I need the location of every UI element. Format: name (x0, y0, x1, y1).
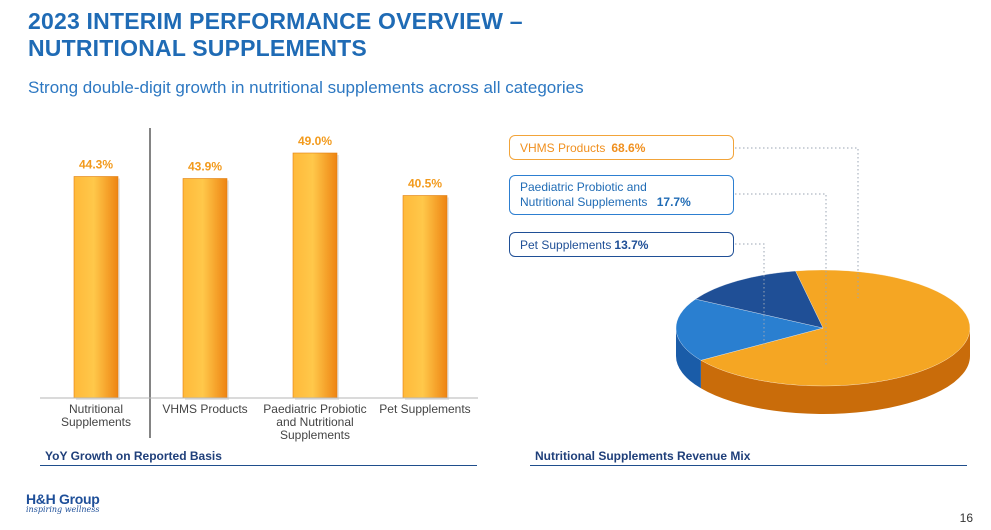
logo-text: H&H Group (26, 491, 100, 507)
title-line-2: NUTRITIONAL SUPPLEMENTS (28, 35, 367, 61)
leader-line-vhms (735, 147, 859, 298)
logo-tagline: inspiring wellness (26, 505, 100, 514)
bar-chart: 44.3% 43.9% 49.0% 40.5% Nutritional Supplemen… (40, 128, 478, 442)
page-number: 16 (959, 511, 973, 525)
callout-vhms-value: 68.6% (611, 140, 646, 155)
bar-2 (182, 178, 228, 399)
callout-vhms-label: VHMS Products (520, 140, 606, 155)
callout-pet-label: Pet Supplements (520, 237, 612, 252)
bar-value-label: 40.5% (408, 177, 442, 191)
bar-chart-caption-rule (40, 465, 477, 466)
pie-chart-caption-rule (530, 465, 967, 466)
bar-value-label: 44.3% (79, 158, 113, 172)
bar-3 (292, 152, 338, 399)
page-subtitle: Strong double-digit growth in nutritiona… (28, 78, 584, 97)
callout-pet-value: 13.7% (614, 237, 649, 252)
pie-chart (675, 147, 971, 414)
title-line-1: 2023 INTERIM PERFORMANCE OVERVIEW – (28, 8, 523, 34)
callout-paediatric-label-1: Paediatric Probiotic and (520, 180, 647, 194)
bar-4 (402, 195, 448, 399)
callout-paediatric-label-2: Nutritional Supplements (520, 195, 648, 209)
bar-value-label: 43.9% (188, 160, 222, 174)
bar-value-label: 49.0% (298, 134, 332, 148)
callout-pet: Pet Supplements 13.7% (509, 232, 734, 257)
x-tick-label: VHMS Products (162, 402, 247, 416)
pie-slice-1 (700, 269, 971, 387)
pie-chart-caption: Nutritional Supplements Revenue Mix (535, 449, 751, 463)
page-title: 2023 INTERIM PERFORMANCE OVERVIEW – NUTR… (28, 8, 523, 62)
x-tick-label: Nutritional Supplements (61, 402, 131, 429)
x-tick-label: Paediatric Probiotic and Nutritional Suppl… (263, 402, 366, 442)
company-logo: H&H Group inspiring wellness (26, 491, 100, 514)
bar-1 (73, 176, 119, 399)
callout-paediatric-value: 17.7% (656, 195, 691, 209)
pie-slice-3 (695, 270, 824, 329)
pie-slice-side-2 (676, 328, 701, 389)
callout-paediatric: Paediatric Probiotic and Nutritional Sup… (509, 175, 734, 215)
bar-chart-caption: YoY Growth on Reported Basis (45, 449, 222, 463)
leader-line-pet (735, 243, 765, 350)
callout-vhms: VHMS Products 68.6% (509, 135, 734, 160)
x-tick-label: Pet Supplements (379, 402, 470, 416)
pie-slice-2 (675, 298, 824, 361)
pie-slice-side-1 (700, 328, 970, 414)
